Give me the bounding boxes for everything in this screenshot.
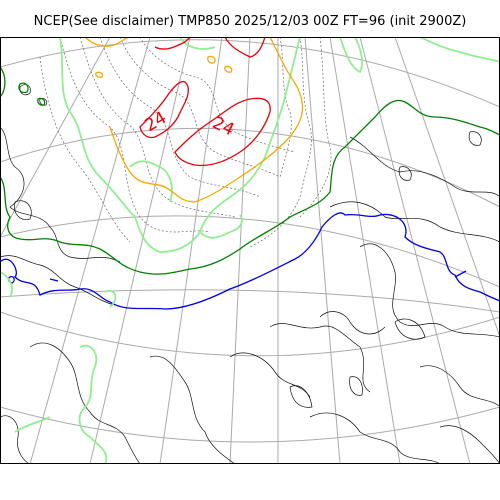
contour-cool-line (18, 82, 29, 94)
contour-warm-lines (84, 37, 304, 203)
coastline (14, 200, 32, 221)
chart-title: NCEP(See disclaimer) TMP850 2025/12/03 0… (33, 14, 467, 29)
contour-hot-lines (139, 37, 271, 167)
latitude-circle (0, 406, 500, 443)
coastline (468, 131, 482, 146)
coastline (394, 318, 426, 340)
contour-mild-lines (0, 37, 500, 464)
latitude-circle (0, 215, 500, 288)
meridian-line (304, 37, 341, 464)
coastline (319, 311, 386, 335)
coastline (309, 412, 441, 464)
contour-cool-line (0, 66, 6, 98)
graticule (0, 37, 500, 464)
latitude-circle (0, 39, 500, 108)
coastline (439, 425, 500, 464)
contour-zero-line (454, 270, 467, 278)
coastline (269, 323, 371, 393)
coastline (329, 201, 500, 243)
contour-label: 24 (209, 113, 237, 140)
coastline (398, 166, 412, 181)
contour-hot-loop (139, 80, 189, 139)
contour-hot-loop (174, 97, 271, 167)
coastline (349, 376, 363, 396)
coastline (289, 385, 313, 408)
latitude-circle (0, 289, 500, 313)
latitude-circle (0, 127, 500, 208)
contour-zero-line (0, 212, 500, 310)
contour-cool-line (37, 97, 46, 106)
meridian-line (359, 37, 471, 464)
coastlines (0, 84, 500, 464)
contour-label: 24 (141, 108, 170, 136)
contour-hot-line (154, 37, 193, 50)
coastline (419, 365, 500, 408)
meridian-line (89, 37, 191, 464)
contour-cool-line (0, 99, 500, 275)
latitude-circle (0, 311, 500, 357)
coastline (349, 136, 500, 198)
meridian-line (394, 37, 500, 338)
coastline (359, 243, 500, 338)
coastline (0, 126, 121, 263)
coastline (39, 98, 47, 106)
meridian-line (329, 37, 401, 464)
contour-hot-line (224, 37, 266, 58)
coastline (29, 342, 141, 464)
coastline (19, 84, 31, 96)
coastline (149, 355, 236, 464)
meridian-line (229, 37, 251, 464)
coastline (229, 352, 311, 398)
meridian-line (159, 37, 223, 464)
meridian-line (0, 37, 111, 238)
contour-zero-line (49, 278, 59, 282)
temperature-map: 24 24 (0, 37, 500, 464)
map-frame (0, 37, 500, 464)
meridian-line (29, 37, 151, 464)
coastline (0, 255, 116, 306)
coastline (0, 415, 31, 464)
